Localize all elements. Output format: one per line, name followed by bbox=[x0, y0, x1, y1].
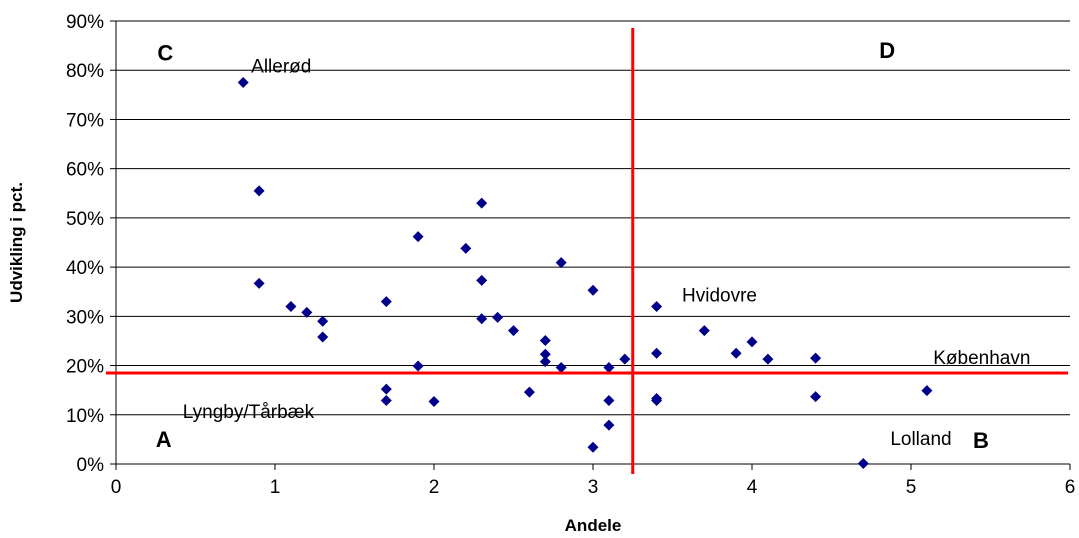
data-point bbox=[810, 352, 822, 364]
data-point bbox=[539, 334, 551, 346]
x-tick-label: 0 bbox=[111, 477, 122, 498]
data-point bbox=[428, 395, 440, 407]
x-tick-label: 3 bbox=[588, 477, 599, 498]
data-point bbox=[476, 274, 488, 286]
data-point bbox=[412, 360, 424, 372]
x-axis-title: Andele bbox=[565, 516, 622, 535]
data-point bbox=[317, 315, 329, 327]
data-point bbox=[380, 383, 392, 395]
data-point bbox=[555, 257, 567, 269]
data-point bbox=[508, 325, 519, 337]
y-axis-title: Udvikling i pct. bbox=[7, 182, 26, 303]
y-tick-label: 30% bbox=[66, 307, 104, 328]
quadrant-label: A bbox=[156, 427, 172, 452]
x-tick-labels: 0 1 2 3 4 5 6 bbox=[111, 477, 1076, 498]
data-point bbox=[619, 353, 631, 365]
point-annotation: Lyngby/Tårbæk bbox=[183, 402, 315, 423]
y-tick-label: 90% bbox=[66, 12, 104, 33]
y-tick-label: 10% bbox=[66, 406, 104, 427]
data-point bbox=[412, 231, 424, 243]
data-point bbox=[555, 362, 567, 374]
data-point bbox=[921, 385, 933, 397]
data-point bbox=[651, 347, 663, 359]
quadrant-labels: C D A B bbox=[156, 38, 989, 453]
point-annotation: Allerød bbox=[251, 57, 311, 78]
point-annotation: Lolland bbox=[890, 429, 951, 450]
data-point bbox=[746, 336, 758, 348]
data-point bbox=[476, 197, 488, 209]
point-annotation: København bbox=[933, 348, 1030, 369]
data-point bbox=[651, 300, 663, 312]
data-point bbox=[603, 395, 615, 407]
data-point bbox=[492, 311, 504, 323]
y-tick-label: 80% bbox=[66, 61, 104, 82]
y-tick-labels: 0% 10% 20% 30% 40% 50% 60% 70% 80% 90% bbox=[66, 12, 104, 476]
data-point bbox=[523, 386, 535, 398]
data-points bbox=[237, 77, 933, 470]
data-point bbox=[380, 296, 392, 308]
data-point bbox=[587, 441, 599, 453]
data-point bbox=[301, 306, 313, 318]
data-point bbox=[476, 313, 488, 325]
data-point bbox=[810, 391, 822, 403]
y-tick-label: 60% bbox=[66, 160, 104, 181]
data-point bbox=[603, 362, 615, 374]
point-annotations: Allerød Hvidovre København Lyngby/Tårbæk Lol… bbox=[183, 57, 1031, 450]
data-point bbox=[317, 331, 329, 343]
y-tick-label: 0% bbox=[77, 455, 105, 476]
quadrant-label: B bbox=[973, 428, 989, 453]
point-annotation: Hvidovre bbox=[682, 286, 757, 307]
data-point bbox=[587, 284, 599, 296]
data-point bbox=[253, 185, 265, 197]
data-point bbox=[460, 242, 472, 254]
y-tick-label: 20% bbox=[66, 357, 104, 378]
data-point bbox=[285, 300, 297, 312]
axes bbox=[115, 21, 1070, 465]
data-point bbox=[539, 356, 551, 368]
x-tick-label: 1 bbox=[270, 477, 281, 498]
data-point bbox=[603, 419, 615, 431]
quadrant-label: C bbox=[157, 40, 173, 65]
x-tick-label: 5 bbox=[906, 477, 917, 498]
x-tick-label: 4 bbox=[747, 477, 758, 498]
x-tick-label: 6 bbox=[1065, 477, 1076, 498]
data-point bbox=[857, 458, 869, 470]
y-tick-label: 40% bbox=[66, 258, 104, 279]
data-point bbox=[651, 395, 663, 407]
data-point bbox=[762, 353, 774, 365]
quadrant-label: D bbox=[879, 38, 895, 63]
reference-lines bbox=[106, 28, 1068, 474]
data-point bbox=[539, 348, 551, 360]
data-point bbox=[698, 325, 710, 337]
data-point bbox=[237, 77, 249, 89]
data-point bbox=[253, 277, 265, 289]
x-tick-label: 2 bbox=[429, 477, 440, 498]
data-point bbox=[380, 395, 392, 407]
y-tick-label: 50% bbox=[66, 209, 104, 230]
y-tick-label: 70% bbox=[66, 110, 104, 131]
data-point bbox=[730, 347, 742, 359]
gridlines bbox=[110, 20, 1071, 470]
